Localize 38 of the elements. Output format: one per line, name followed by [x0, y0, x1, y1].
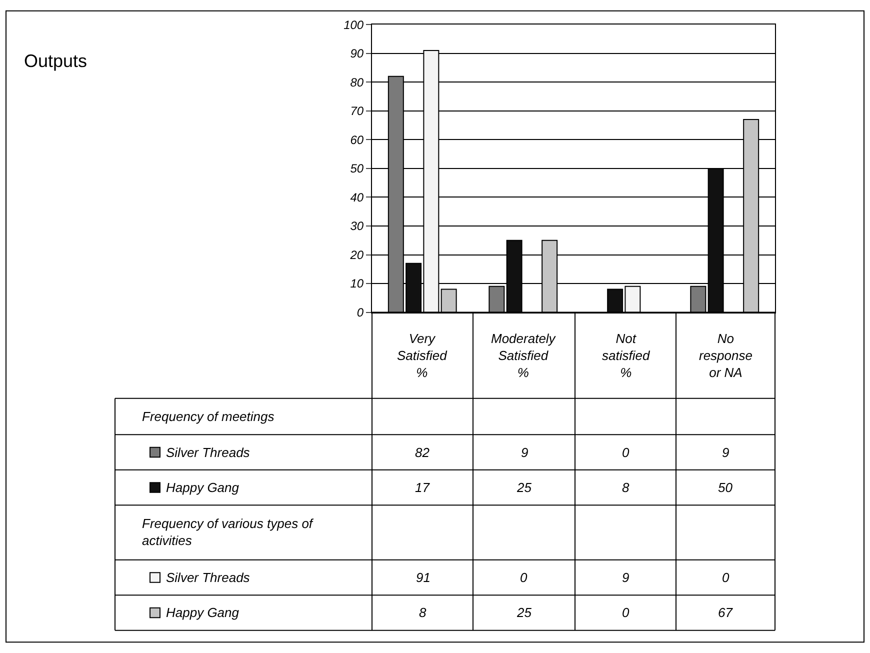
- data-label: 67: [718, 605, 734, 620]
- legend-label: Silver Threads: [166, 570, 250, 585]
- y-tick-label: 40: [350, 190, 364, 204]
- data-label: 9: [722, 445, 730, 460]
- y-tick-label: 50: [350, 162, 364, 176]
- text: Frequency of meetings: [142, 409, 275, 424]
- y-tick-label: 90: [350, 46, 364, 61]
- data-label: 8: [622, 480, 630, 495]
- y-tick-label: 80: [350, 75, 364, 90]
- x-tick-label: Moderately Satisfied %: [491, 331, 557, 380]
- y-tick-label: 100: [344, 18, 364, 32]
- y-tick-label: 10: [350, 276, 364, 291]
- x-tick-label: Not satisfied %: [602, 331, 650, 380]
- y-tick-label: 0: [356, 306, 364, 320]
- data-label: 91: [416, 570, 430, 585]
- data-label: 0: [622, 445, 630, 460]
- data-label: 25: [516, 605, 532, 620]
- y-tick-label: 60: [350, 132, 364, 147]
- data-label: 17: [415, 480, 430, 495]
- y-tick-label: 20: [349, 248, 364, 262]
- data-label: 50: [718, 480, 734, 495]
- data-label: 25: [516, 480, 532, 495]
- y-tick-label: 30: [350, 219, 364, 234]
- text: Frequency of various types of activities: [142, 516, 314, 548]
- data-label: 82: [415, 445, 430, 460]
- x-tick-label: No response or NA: [699, 331, 752, 380]
- legend-label: Happy Gang: [166, 480, 240, 495]
- data-label: 0: [722, 570, 730, 585]
- data-label: 9: [521, 445, 528, 460]
- data-label: 9: [622, 570, 630, 585]
- data-label: 0: [622, 605, 630, 620]
- legend-label: Silver Threads: [166, 445, 250, 460]
- text: Outputs: [24, 51, 88, 71]
- data-label: 8: [419, 605, 427, 620]
- x-tick-label: Very Satisfied %: [397, 331, 448, 380]
- legend-label: Happy Gang: [166, 605, 240, 620]
- data-label: 0: [520, 570, 528, 585]
- y-tick-label: 70: [350, 104, 364, 118]
